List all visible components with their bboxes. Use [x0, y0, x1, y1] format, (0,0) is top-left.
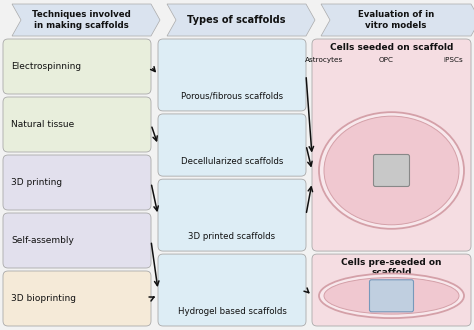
FancyBboxPatch shape: [312, 254, 471, 326]
FancyBboxPatch shape: [3, 39, 151, 94]
Ellipse shape: [324, 278, 459, 314]
FancyBboxPatch shape: [3, 155, 151, 210]
Ellipse shape: [324, 116, 459, 225]
Text: 3D printed scaffolds: 3D printed scaffolds: [189, 232, 275, 241]
Text: Self-assembly: Self-assembly: [11, 236, 74, 245]
Text: Hydrogel based scaffolds: Hydrogel based scaffolds: [178, 307, 286, 316]
Text: OPC: OPC: [379, 57, 394, 63]
Polygon shape: [12, 4, 160, 36]
Text: 3D bioprinting: 3D bioprinting: [11, 294, 76, 303]
Text: Natural tissue: Natural tissue: [11, 120, 74, 129]
Ellipse shape: [319, 274, 464, 318]
FancyBboxPatch shape: [370, 280, 413, 312]
FancyBboxPatch shape: [312, 39, 471, 251]
Text: Evaluation of in
vitro models: Evaluation of in vitro models: [358, 10, 434, 30]
Text: iPSCs: iPSCs: [443, 57, 463, 63]
FancyBboxPatch shape: [374, 154, 410, 186]
Text: Cells seeded on scaffold: Cells seeded on scaffold: [330, 43, 453, 52]
FancyBboxPatch shape: [3, 213, 151, 268]
FancyBboxPatch shape: [3, 97, 151, 152]
FancyBboxPatch shape: [158, 114, 306, 176]
Text: Astrocytes: Astrocytes: [305, 57, 343, 63]
Text: Types of scaffolds: Types of scaffolds: [187, 15, 286, 25]
FancyBboxPatch shape: [158, 179, 306, 251]
Polygon shape: [321, 4, 474, 36]
Text: Techniques involved
in making scaffolds: Techniques involved in making scaffolds: [32, 10, 131, 30]
FancyBboxPatch shape: [3, 271, 151, 326]
Polygon shape: [167, 4, 315, 36]
FancyBboxPatch shape: [158, 39, 306, 111]
FancyBboxPatch shape: [158, 254, 306, 326]
Text: Decellularized scaffolds: Decellularized scaffolds: [181, 157, 283, 166]
Text: Porous/fibrous scaffolds: Porous/fibrous scaffolds: [181, 92, 283, 101]
Text: Cells pre-seeded on
scaffold: Cells pre-seeded on scaffold: [341, 258, 442, 278]
Text: Electrospinning: Electrospinning: [11, 62, 81, 71]
Text: 3D printing: 3D printing: [11, 178, 62, 187]
Ellipse shape: [319, 112, 464, 229]
